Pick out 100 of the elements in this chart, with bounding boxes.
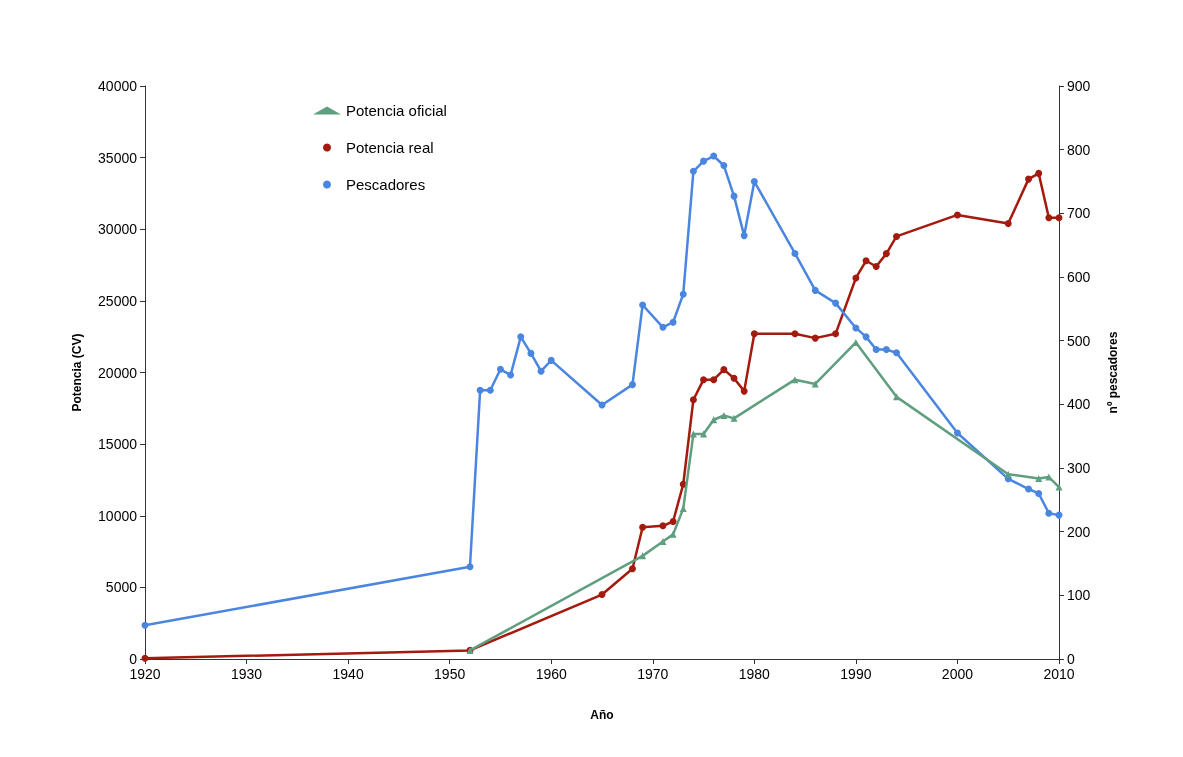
y-tick-label: 5000	[105, 579, 138, 596]
point	[862, 333, 870, 341]
x-tick-label: 1970	[637, 666, 669, 682]
y2-axis-title: nº pescadores	[1106, 331, 1120, 414]
x-axis-title: Año	[590, 708, 614, 722]
y-tick-label: 30000	[98, 221, 138, 238]
point	[1035, 489, 1043, 497]
point	[791, 330, 799, 338]
x-tick-label: 1990	[840, 666, 872, 682]
point	[486, 386, 494, 394]
point	[882, 250, 890, 258]
point	[852, 274, 860, 282]
point	[628, 381, 636, 389]
y2-tick-label: 100	[1067, 587, 1091, 604]
point	[466, 563, 474, 571]
x-tick-label: 1950	[434, 666, 466, 682]
point	[882, 346, 890, 354]
point	[791, 249, 799, 257]
point	[953, 429, 961, 437]
point	[679, 290, 687, 298]
y-tick-label: 0	[129, 651, 138, 667]
point	[720, 366, 728, 374]
point	[517, 333, 525, 341]
point	[659, 323, 667, 331]
point	[750, 330, 758, 338]
point	[872, 263, 880, 270]
x-tick-label: 1960	[535, 666, 567, 682]
point	[852, 338, 860, 346]
point	[832, 330, 840, 338]
point	[507, 371, 515, 379]
point	[639, 523, 647, 531]
x-tick-label: 2000	[941, 666, 974, 682]
point	[1025, 485, 1033, 493]
point	[628, 565, 636, 573]
point	[669, 318, 677, 326]
point	[689, 430, 697, 438]
point	[1045, 509, 1053, 517]
point	[791, 376, 799, 384]
point	[659, 522, 667, 530]
point	[740, 232, 748, 240]
y-tick-label: 20000	[98, 364, 138, 381]
point	[1035, 475, 1043, 483]
point	[141, 621, 149, 629]
point	[832, 299, 840, 307]
x-tick-label: 2010	[1043, 666, 1075, 682]
y2-tick-label: 300	[1067, 460, 1091, 476]
point	[893, 393, 901, 401]
point	[1035, 169, 1043, 177]
point	[598, 591, 606, 599]
point	[811, 286, 819, 294]
point	[862, 257, 870, 265]
y-tick-label: 40000	[98, 78, 138, 94]
y2-tick-label: 0	[1067, 651, 1075, 667]
x-tick-label: 1940	[332, 666, 364, 682]
point	[1045, 473, 1053, 481]
point	[893, 232, 901, 240]
legend-label: Potencia real	[346, 139, 434, 156]
point	[1055, 214, 1063, 222]
point	[1025, 175, 1033, 183]
point	[893, 349, 901, 357]
point	[750, 178, 758, 185]
point	[689, 167, 697, 175]
point	[659, 538, 667, 546]
point	[1004, 470, 1012, 478]
point	[669, 530, 677, 538]
y-axis-title: Potencia (CV)	[70, 333, 84, 412]
legend-label: Pescadores	[346, 176, 426, 193]
point	[547, 356, 555, 364]
y2-tick-label: 200	[1067, 523, 1091, 540]
y-tick-label: 35000	[98, 149, 138, 166]
point	[953, 211, 961, 219]
point	[872, 346, 880, 354]
point	[537, 367, 545, 375]
y2-tick-label: 600	[1067, 269, 1091, 285]
point	[639, 301, 647, 309]
x-tick-label: 1930	[230, 666, 263, 682]
point	[1045, 214, 1053, 222]
point	[689, 396, 697, 404]
point	[730, 374, 738, 382]
point	[496, 365, 504, 373]
y2-tick-label: 800	[1067, 141, 1091, 158]
point	[700, 376, 708, 384]
y2-tick-label: 400	[1067, 396, 1091, 413]
x-tick-label: 1920	[129, 666, 161, 682]
point	[720, 411, 728, 419]
point	[527, 349, 535, 357]
y-tick-label: 15000	[98, 436, 138, 453]
point	[710, 152, 718, 160]
point	[1004, 220, 1012, 228]
point	[740, 387, 748, 395]
point	[476, 386, 484, 394]
point	[669, 517, 677, 525]
x-tick-label: 1980	[738, 666, 771, 682]
point	[700, 157, 708, 165]
y2-tick-label: 700	[1067, 205, 1091, 222]
point	[720, 162, 728, 170]
y2-tick-label: 500	[1067, 332, 1091, 349]
point	[700, 430, 708, 438]
point	[730, 414, 738, 422]
point	[811, 334, 819, 342]
